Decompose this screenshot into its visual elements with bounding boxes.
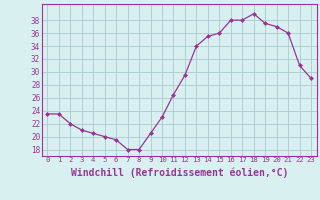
X-axis label: Windchill (Refroidissement éolien,°C): Windchill (Refroidissement éolien,°C) (70, 168, 288, 178)
